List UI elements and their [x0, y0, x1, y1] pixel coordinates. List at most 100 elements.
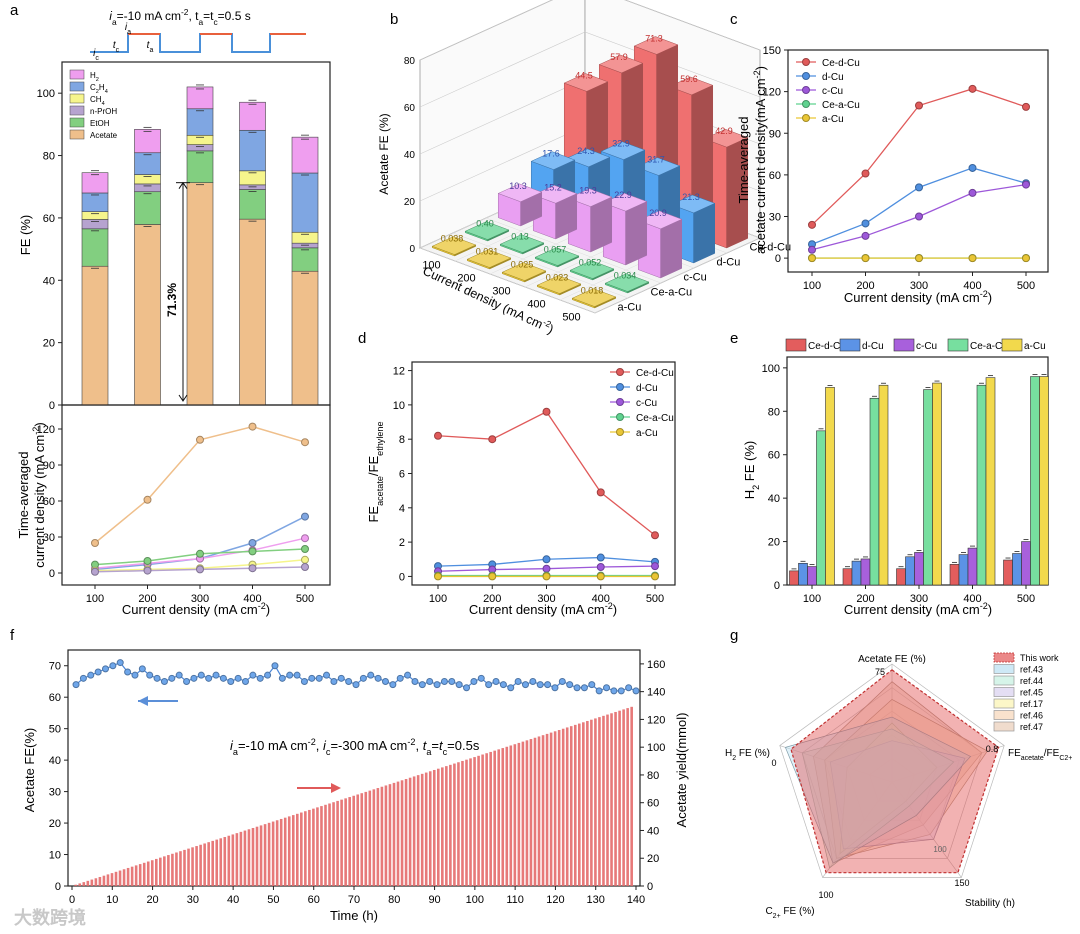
series-axis-label: c-Cu — [684, 272, 707, 284]
y-tick-label: 10 — [393, 400, 405, 412]
label-part: H — [742, 490, 757, 499]
x-axis-label: Current density (mA cm-2) — [844, 289, 992, 305]
legend-label: d-Cu — [822, 72, 844, 83]
x-tick-label: 80 — [388, 894, 400, 906]
bar — [851, 560, 862, 586]
y-axis-label-right: Acetate yield(mmol) — [674, 713, 689, 828]
yield-bar — [102, 875, 106, 886]
radar-max-label: 75 — [875, 667, 885, 677]
label-part: , t — [188, 9, 199, 23]
label-part: -2 — [542, 317, 553, 329]
x-tick-label: 200 — [457, 273, 475, 285]
legend-label: n-PrOH — [90, 107, 117, 116]
legend-swatch — [993, 698, 1015, 709]
data-point — [802, 72, 810, 80]
bar3d-top — [598, 54, 644, 74]
legend-swatch — [785, 338, 807, 352]
stacked-bar-segment — [291, 270, 319, 406]
data-point — [248, 564, 257, 573]
stacked-bar-segment — [81, 211, 109, 220]
data-point — [551, 684, 559, 692]
yield-bar — [485, 753, 488, 886]
label-part: acetate — [1021, 755, 1044, 762]
legend-label: a-Cu — [636, 428, 658, 439]
label-part: Time-averaged — [16, 452, 31, 539]
data-point — [168, 674, 176, 682]
x-tick-label: 130 — [587, 894, 605, 906]
legend-swatch — [947, 338, 969, 352]
radar-series — [813, 681, 983, 864]
bar3d-value-label: 0.057 — [544, 245, 567, 255]
label-part: ) — [546, 322, 556, 336]
yield-bar — [392, 782, 396, 886]
y-axis-label: FE (%) — [18, 215, 33, 255]
yield-bar — [441, 767, 444, 886]
yield-bar — [469, 758, 472, 886]
floor-grid — [419, 247, 596, 314]
label-part: -2 — [258, 601, 266, 611]
data-point — [301, 438, 309, 447]
radar-axis-label: Acetate FE (%) — [858, 654, 926, 665]
yield-bar — [126, 867, 130, 886]
yield-bar — [545, 733, 549, 886]
y-tick-label: 100 — [37, 88, 55, 100]
legend-swatch — [993, 687, 1015, 697]
data-point — [234, 674, 242, 682]
data-point — [580, 684, 588, 692]
x-tick-label: 500 — [1017, 280, 1035, 292]
bar3d-top — [497, 183, 543, 203]
stacked-bar-segment — [239, 218, 266, 406]
yield-bar — [312, 808, 315, 886]
data-point — [143, 495, 152, 504]
data-point — [915, 254, 923, 263]
yield-bar — [372, 789, 376, 886]
legend-label: c-Cu — [916, 341, 937, 352]
y-axis-label: current density (mA cm-2) — [31, 422, 47, 567]
yield-bar — [360, 793, 364, 886]
data-point — [301, 512, 309, 521]
data-point — [248, 422, 257, 431]
x-tick-label: 50 — [267, 894, 279, 906]
label-part: 4 — [102, 101, 105, 107]
yield-bar — [561, 728, 565, 886]
data-point — [411, 677, 419, 685]
y-tick-label: 140 — [647, 687, 665, 699]
data-point — [196, 549, 204, 558]
label-part: a — [112, 17, 117, 27]
x-tick-label: 100 — [803, 280, 821, 292]
data-point — [146, 671, 154, 679]
radar-grid — [779, 663, 1005, 878]
yield-bar — [618, 710, 621, 886]
yield-bar — [557, 730, 561, 886]
data-point — [802, 100, 810, 108]
data-point — [196, 565, 204, 574]
yield-bar — [78, 883, 82, 886]
yield-bar — [437, 768, 440, 886]
yield-bar — [368, 790, 372, 886]
radar-series — [829, 740, 966, 850]
x-tick-label: 300 — [537, 593, 555, 605]
yield-bar — [408, 777, 412, 886]
y-tick-label: 60 — [647, 798, 659, 810]
label-part: i — [93, 48, 96, 59]
stacked-bar-segment — [291, 136, 319, 174]
data-point — [1022, 254, 1030, 263]
data-point — [271, 662, 279, 670]
bar3d-top — [670, 194, 716, 214]
data-point — [968, 84, 977, 93]
panel-g-radar-chart: Acetate FE (%)FEacetate/FEC2+Stability (… — [725, 652, 1072, 920]
y-tick-label: 6 — [399, 469, 405, 481]
yield-bar — [98, 876, 102, 886]
panel-c-acetate-current-chart: 0 30 60 90 120 150 100 200 300 400 500 Current dens… — [736, 45, 1049, 305]
panel-label-f: f — [10, 627, 15, 644]
yield-bar — [199, 844, 202, 886]
yield-bar — [203, 843, 206, 886]
radar-max-label: 0.8 — [986, 744, 999, 754]
y-tick-label: 40 — [768, 493, 780, 505]
label-part: Current density (mA cm — [844, 602, 980, 617]
yield-bar — [82, 882, 86, 886]
yield-bar — [376, 788, 380, 886]
data-point — [588, 681, 596, 689]
yield-bar — [590, 719, 593, 886]
